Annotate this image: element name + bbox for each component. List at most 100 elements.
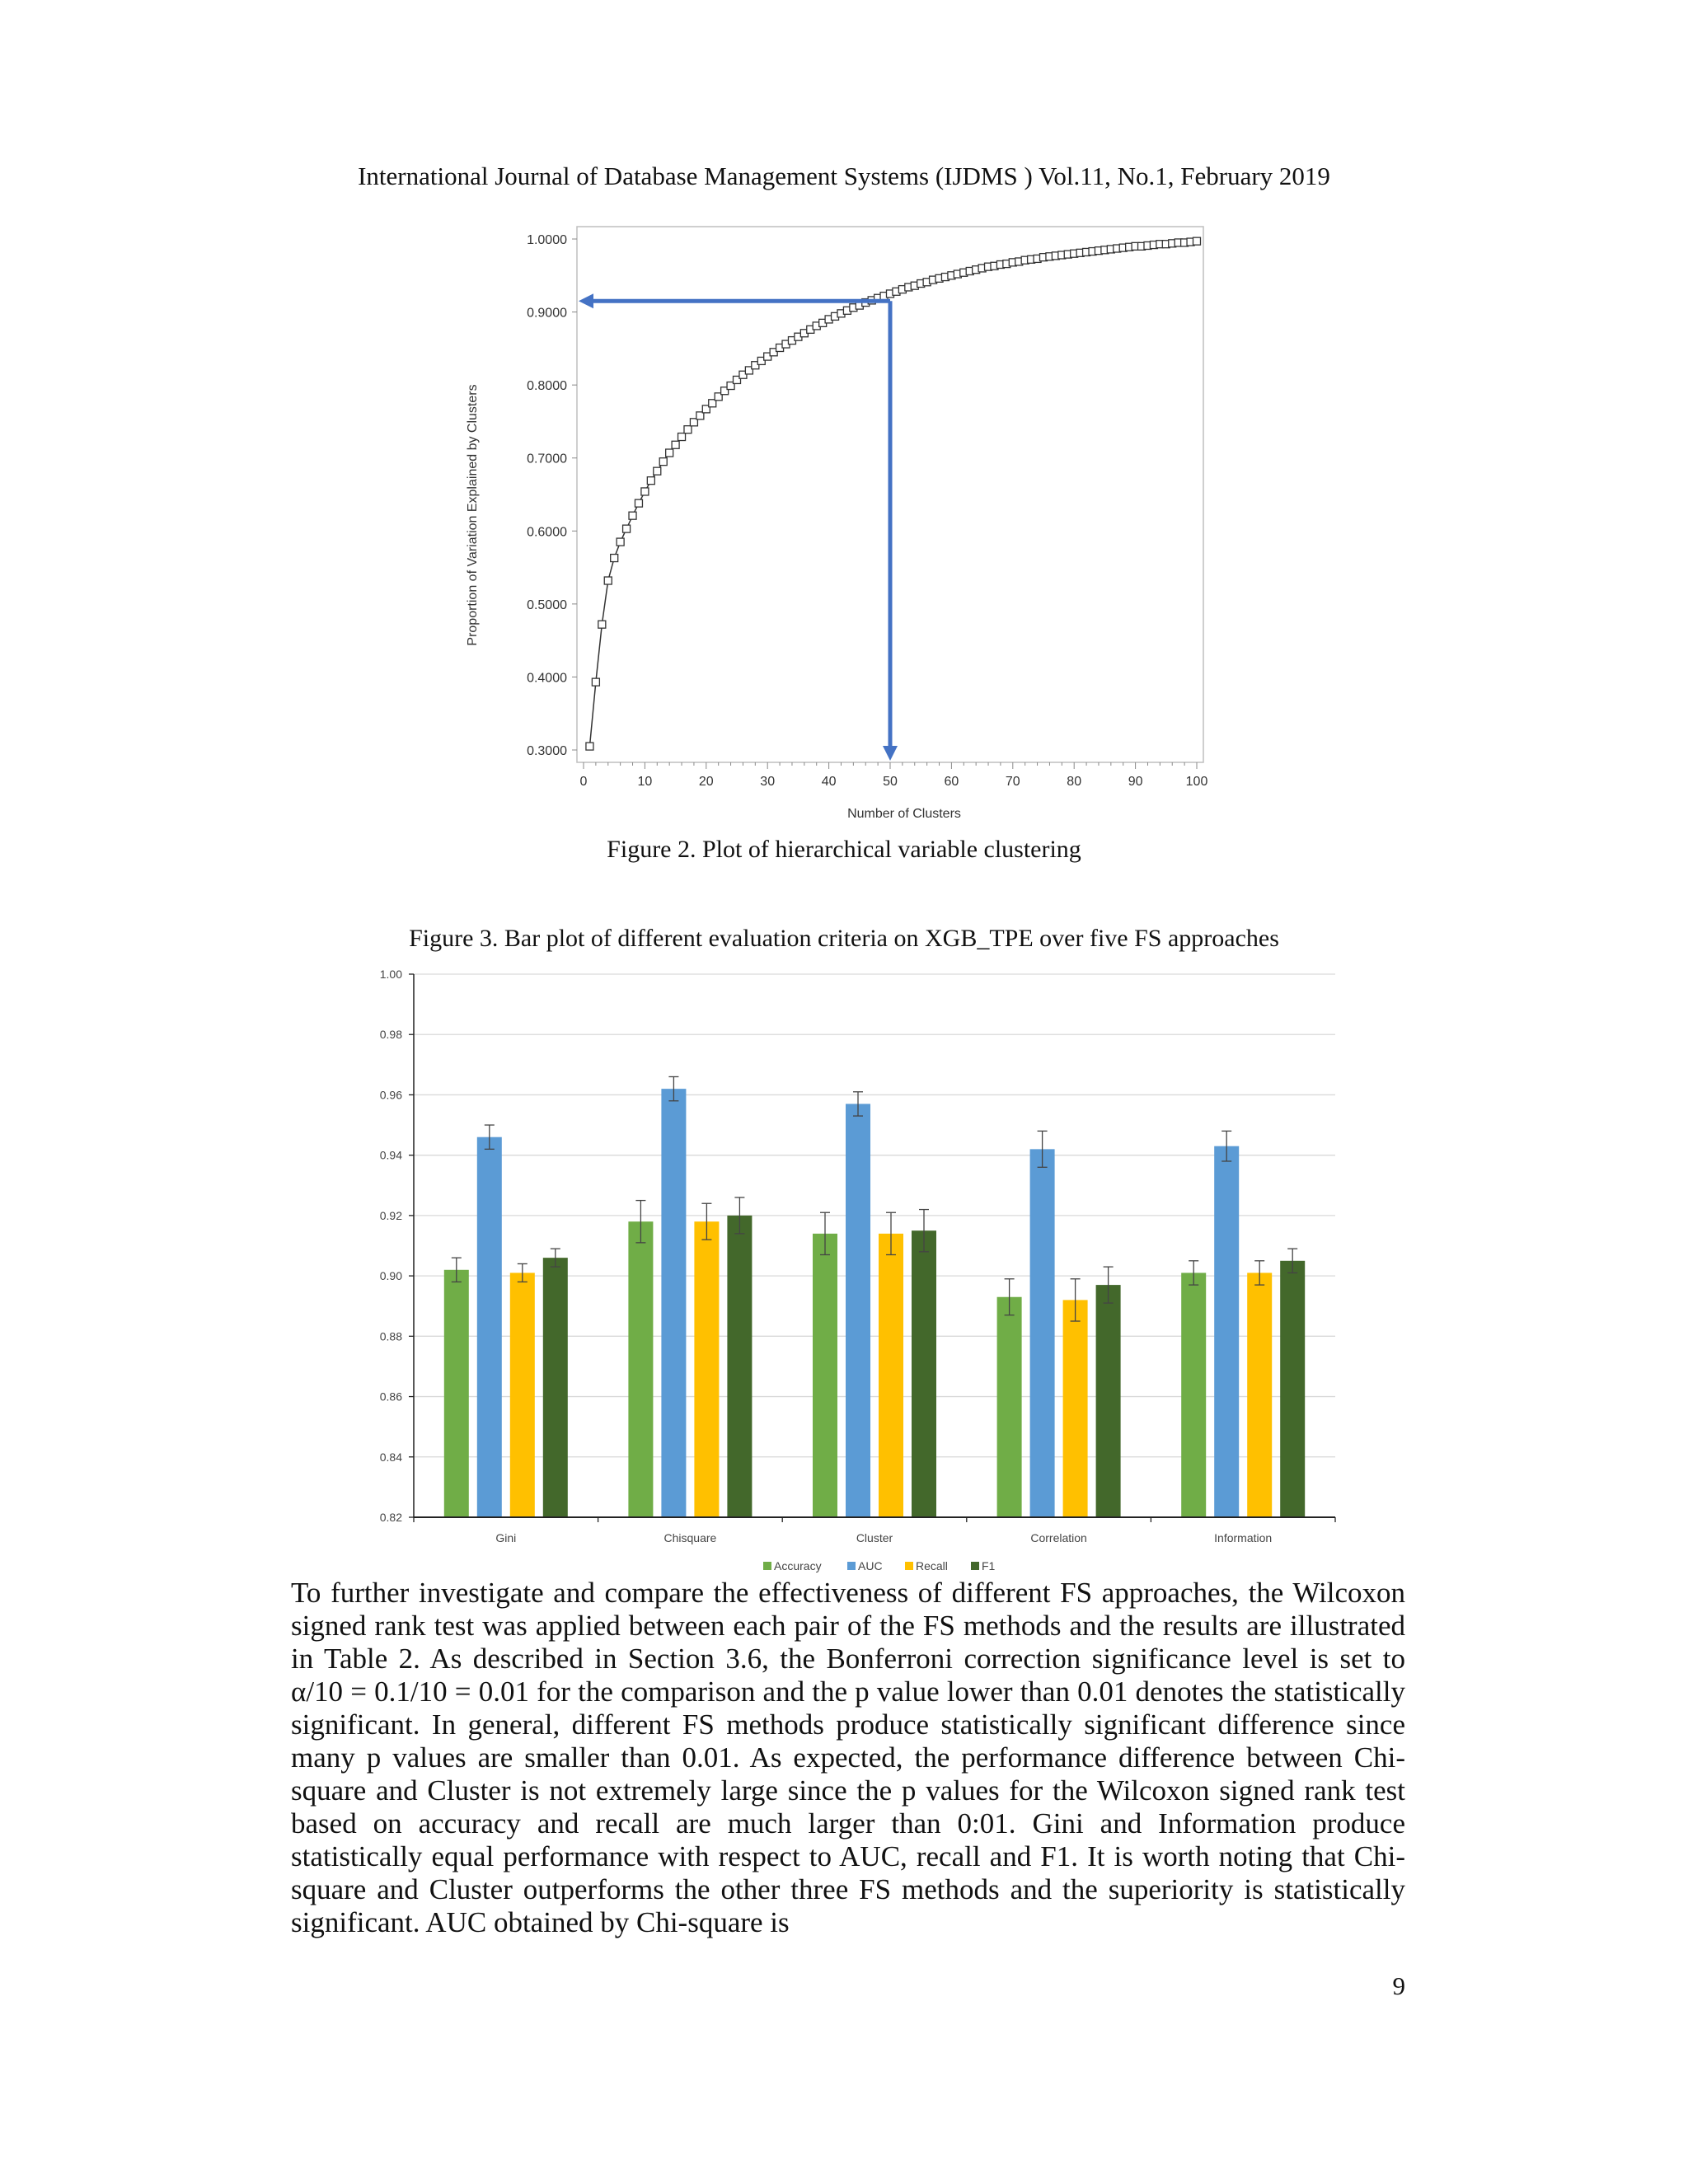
data-point [585, 742, 594, 751]
data-point [689, 418, 699, 427]
x-tick-label: 20 [699, 775, 714, 789]
data-point [621, 524, 631, 533]
y-tick-label: 0.90 [380, 1269, 402, 1282]
body-text: To further investigate and compare the e… [291, 1577, 1405, 1939]
bar-accuracy-gini [443, 1269, 469, 1517]
arrow-head-down [883, 746, 898, 761]
data-point [1192, 237, 1202, 246]
x-tick-label: 10 [638, 775, 653, 789]
y-tick-label: 0.96 [380, 1088, 402, 1101]
data-point [726, 381, 735, 391]
bar-f1-chisquare [727, 1215, 753, 1517]
data-point [598, 620, 607, 629]
bar-auc-information [1214, 1146, 1240, 1517]
data-point [677, 432, 687, 442]
y-tick-label: 0.92 [380, 1209, 402, 1222]
figure-3-bar-chart: 0.82 0.84 0.86 0.88 0.90 0.92 0.94 0.96 0.98 1.00… [380, 968, 1336, 1572]
data-point [659, 457, 668, 466]
x-axis-label: Number of Clusters [847, 807, 961, 820]
y-tick-label: 1.0000 [527, 233, 567, 247]
arrow-head-left [579, 293, 593, 309]
y-tick-label: 0.5000 [527, 598, 567, 612]
data-point [763, 352, 772, 361]
data-point [653, 466, 662, 476]
x-tick-label: 90 [1128, 775, 1143, 789]
category-label: Chisquare [663, 1531, 716, 1544]
y-tick-label: 1.00 [380, 968, 402, 981]
y-tick-label: 0.94 [380, 1149, 402, 1162]
data-point [738, 370, 748, 379]
legend-swatch [763, 1562, 771, 1570]
y-tick-label: 0.9000 [527, 307, 567, 321]
legend-label: Accuracy [774, 1559, 822, 1572]
data-point [591, 677, 601, 687]
series-line [588, 240, 1198, 747]
figure-2-caption: Figure 2. Plot of hierarchical variable … [607, 836, 1081, 863]
bar-recall-correlation [1062, 1300, 1088, 1517]
y-tick-label: 0.82 [380, 1511, 402, 1524]
data-point [720, 387, 729, 396]
y-tick-label: 0.86 [380, 1390, 402, 1404]
bar-auc-gini [476, 1137, 502, 1517]
data-point [769, 348, 778, 357]
x-tick-label: 80 [1067, 775, 1081, 789]
journal-header: International Journal of Database Manage… [358, 162, 1330, 190]
figure-2-line-chart: 0.3000 0.4000 0.5000 0.6000 0.7000 0.8000 0.90… [466, 226, 1208, 820]
y-tick-label: 0.88 [380, 1329, 402, 1343]
bar-recall-gini [509, 1272, 535, 1517]
category-label: Gini [495, 1531, 516, 1544]
y-tick-label: 0.98 [380, 1028, 402, 1041]
data-point [646, 476, 655, 485]
bar-f1-gini [542, 1258, 568, 1517]
y-tick-label: 0.7000 [527, 452, 567, 466]
body-paragraph: To further investigate and compare the e… [291, 1577, 1405, 1938]
data-point [744, 366, 754, 375]
legend-swatch [847, 1562, 856, 1570]
bar-auc-cluster [846, 1104, 870, 1517]
bar-recall-chisquare [694, 1221, 720, 1517]
x-tick-label: 100 [1186, 775, 1208, 789]
category-label: Information [1214, 1531, 1272, 1544]
bar-auc-chisquare [661, 1089, 687, 1517]
data-point [628, 511, 637, 520]
data-point [757, 356, 766, 366]
data-point [634, 499, 644, 508]
category-label: Correlation [1030, 1531, 1086, 1544]
data-point [603, 576, 612, 585]
figure-3-caption: Figure 3. Bar plot of different evaluati… [409, 925, 1279, 952]
x-tick-label: 40 [822, 775, 837, 789]
bar-accuracy-information [1181, 1272, 1207, 1517]
data-point [671, 440, 680, 449]
bar-auc-correlation [1029, 1149, 1055, 1517]
data-point [683, 425, 692, 434]
data-point [616, 537, 625, 546]
x-tick-label: 30 [760, 775, 775, 789]
page-number: 9 [1392, 1971, 1406, 2000]
bar-accuracy-correlation [996, 1296, 1022, 1517]
y-tick-label: 0.4000 [527, 671, 567, 685]
data-point [751, 361, 760, 370]
y-tick-label: 0.3000 [527, 744, 567, 758]
bar-f1-correlation [1095, 1285, 1121, 1517]
x-tick-label: 0 [580, 775, 588, 789]
legend-swatch [905, 1562, 913, 1570]
data-point [665, 448, 674, 457]
category-label: Cluster [856, 1531, 893, 1544]
legend-label: F1 [982, 1559, 996, 1572]
data-point [714, 392, 723, 401]
bar-recall-cluster [879, 1233, 903, 1517]
legend-swatch [971, 1562, 979, 1570]
x-tick-label: 60 [945, 775, 959, 789]
data-point [732, 375, 742, 385]
bar-accuracy-cluster [813, 1233, 837, 1517]
bar-recall-information [1247, 1272, 1273, 1517]
x-tick-label: 50 [883, 775, 898, 789]
y-tick-label: 0.6000 [527, 525, 567, 539]
bar-accuracy-chisquare [628, 1221, 654, 1517]
bar-f1-information [1280, 1260, 1306, 1517]
y-tick-label: 0.84 [380, 1451, 402, 1464]
data-point [708, 399, 717, 408]
x-tick-label: 70 [1006, 775, 1020, 789]
data-point [696, 411, 705, 420]
